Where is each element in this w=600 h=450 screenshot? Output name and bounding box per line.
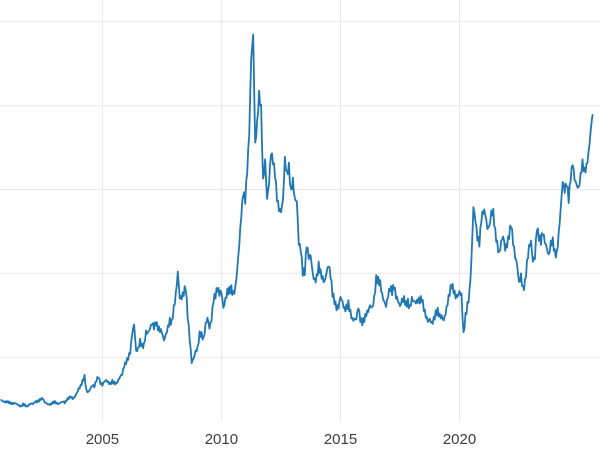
x-tick-label: 2010: [205, 431, 238, 448]
x-tick-label: 2015: [324, 431, 357, 448]
x-tick-label: 2005: [86, 431, 119, 448]
x-tick-label: 2020: [443, 431, 476, 448]
price-line: [0, 33, 594, 408]
